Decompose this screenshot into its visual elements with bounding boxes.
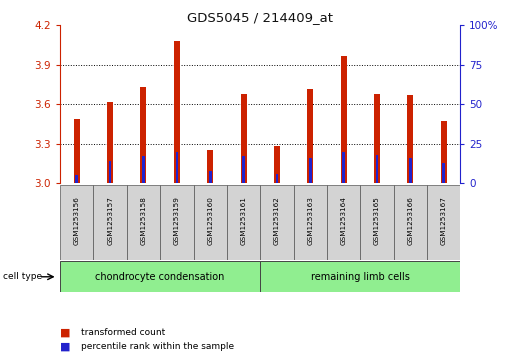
- Bar: [194, 185, 227, 260]
- Text: percentile rank within the sample: percentile rank within the sample: [81, 342, 234, 351]
- Bar: [276, 174, 278, 183]
- Bar: [107, 102, 113, 183]
- Bar: [142, 156, 145, 183]
- Bar: [127, 185, 160, 260]
- Text: remaining limb cells: remaining limb cells: [311, 272, 410, 282]
- Text: GSM1253167: GSM1253167: [440, 196, 447, 245]
- Bar: [376, 155, 378, 183]
- Text: GSM1253159: GSM1253159: [174, 196, 180, 245]
- Bar: [209, 171, 211, 183]
- Text: GSM1253162: GSM1253162: [274, 196, 280, 245]
- Bar: [340, 56, 347, 183]
- Bar: [60, 261, 260, 292]
- Bar: [242, 156, 245, 183]
- Bar: [440, 122, 447, 183]
- Bar: [109, 161, 111, 183]
- Text: GSM1253157: GSM1253157: [107, 196, 113, 245]
- Bar: [260, 261, 460, 292]
- Bar: [374, 94, 380, 183]
- Bar: [360, 185, 393, 260]
- Bar: [274, 147, 280, 183]
- Bar: [293, 185, 327, 260]
- Text: GSM1253156: GSM1253156: [74, 196, 80, 245]
- Bar: [174, 41, 180, 183]
- Bar: [342, 152, 345, 183]
- Bar: [442, 163, 445, 183]
- Bar: [427, 185, 460, 260]
- Bar: [94, 185, 127, 260]
- Text: GSM1253164: GSM1253164: [340, 196, 347, 245]
- Bar: [307, 89, 313, 183]
- Bar: [74, 119, 80, 183]
- Bar: [327, 185, 360, 260]
- Bar: [141, 87, 146, 183]
- Bar: [394, 185, 427, 260]
- Text: cell type: cell type: [3, 272, 42, 281]
- Text: transformed count: transformed count: [81, 328, 165, 337]
- Text: ■: ■: [60, 327, 71, 337]
- Text: GSM1253166: GSM1253166: [407, 196, 413, 245]
- Bar: [241, 94, 246, 183]
- Text: GSM1253158: GSM1253158: [141, 196, 146, 245]
- Bar: [75, 175, 78, 183]
- Bar: [176, 152, 178, 183]
- Bar: [160, 185, 194, 260]
- Bar: [207, 150, 213, 183]
- Text: ■: ■: [60, 342, 71, 352]
- Text: GSM1253161: GSM1253161: [241, 196, 246, 245]
- Bar: [227, 185, 260, 260]
- Bar: [409, 158, 412, 183]
- Text: chondrocyte condensation: chondrocyte condensation: [96, 272, 225, 282]
- Text: GSM1253165: GSM1253165: [374, 196, 380, 245]
- Bar: [309, 158, 312, 183]
- Text: GSM1253160: GSM1253160: [207, 196, 213, 245]
- Bar: [60, 185, 94, 260]
- Bar: [260, 185, 293, 260]
- Text: GSM1253163: GSM1253163: [307, 196, 313, 245]
- Text: GDS5045 / 214409_at: GDS5045 / 214409_at: [187, 11, 333, 24]
- Bar: [407, 95, 413, 183]
